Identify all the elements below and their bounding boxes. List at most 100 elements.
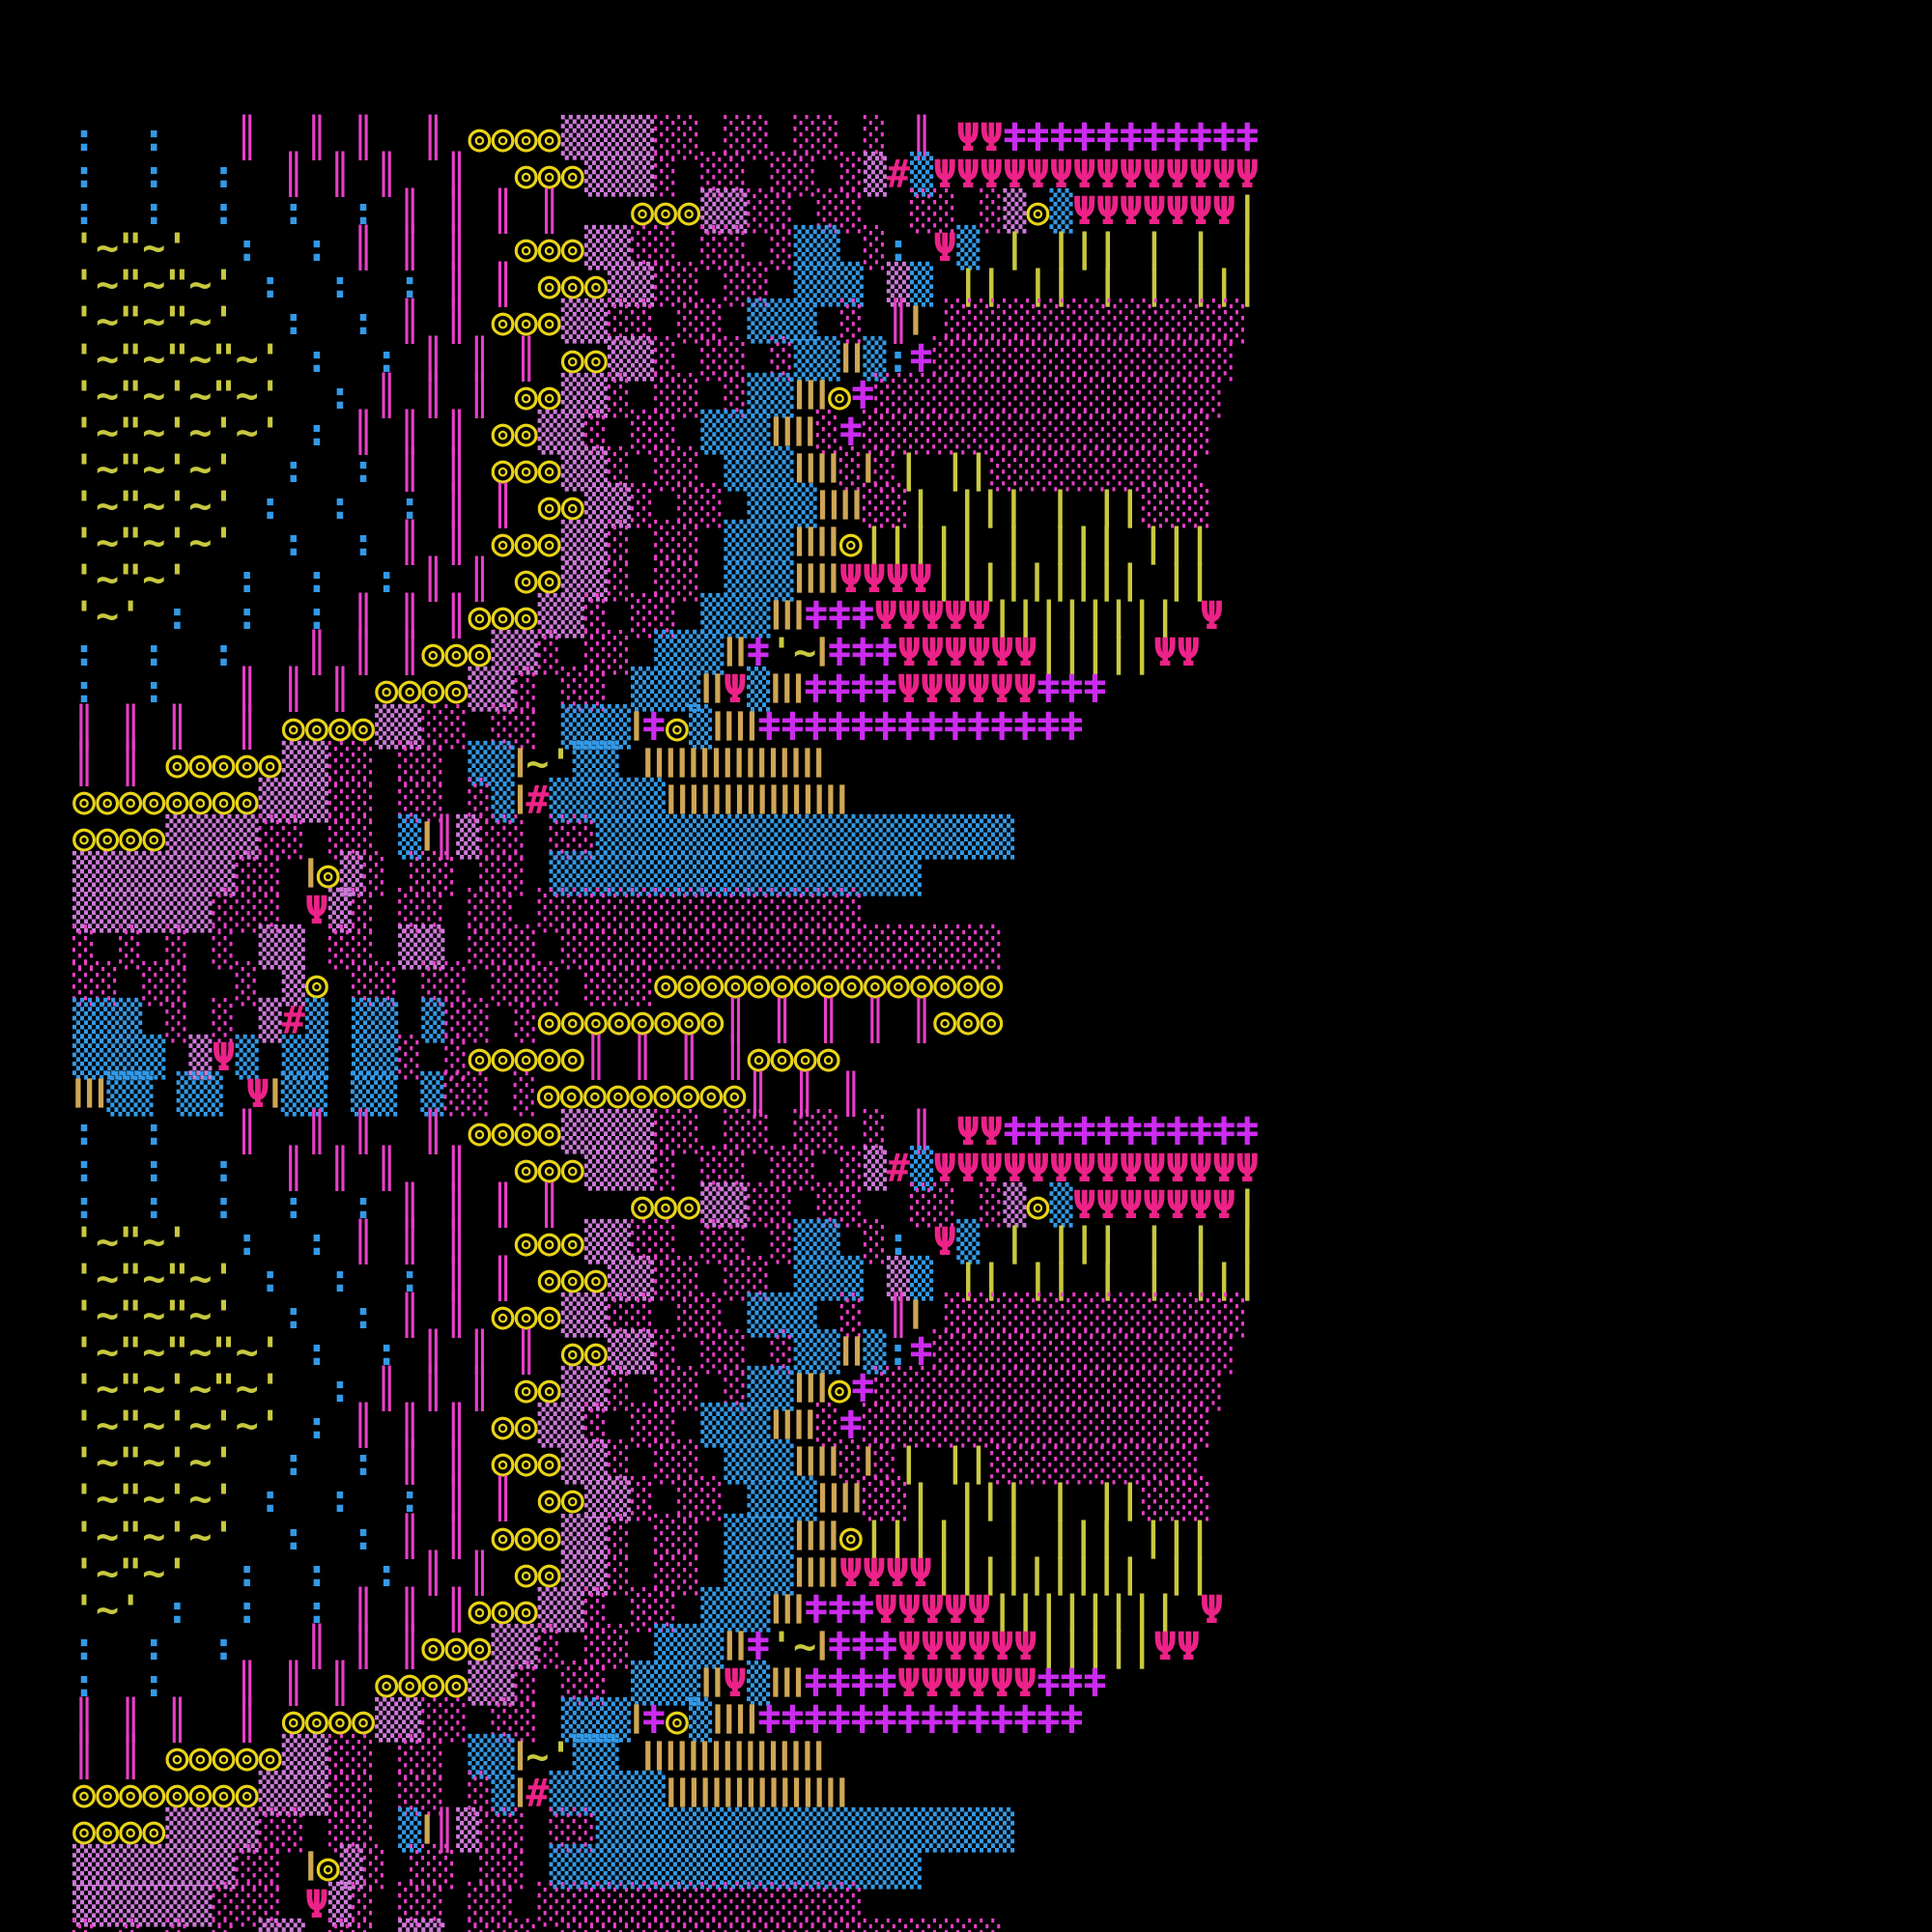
glyph-run-magenta: ░ ░░ [514,668,631,713]
glyph-run-magenta: ║ ║ ║ [188,1661,376,1706]
glyph-run-pink: ΨΨΨΨ [838,557,933,603]
ascii-art-row: : : ║ ║ ║ ║ ◎◎◎◎▒▒▒▒░░ ░░ ░░ ░ ║ ΨΨǂǂǂǂǂ… [72,119,1259,157]
glyph-run-orchid: ▒▒ [560,1440,608,1486]
glyph-run-tan: ⅠⅠⅠ [770,594,805,639]
glyph-run-magenta: ░ ░ [398,1036,469,1081]
glyph-run-magenta: ║ ║ ║ ║ [188,116,469,160]
glyph-run-orchid: ▒▒▒▒ [165,814,259,860]
glyph-run-orchid: ▒ [339,1845,363,1890]
glyph-run-orchid: ▒ [281,962,305,1008]
glyph-run-olive: | || [896,1440,991,1486]
glyph-run-blue: ▒ [910,1146,934,1191]
glyph-run-tan: ⅠⅠ [839,1330,864,1376]
glyph-run-olive: ~' [526,1735,573,1780]
ascii-art-row: '~"~'~"~' : ║ ║ ║ ◎◎▒▒░ ░░ ░▒▒ⅠⅠⅠ◎ǂ░░░░░… [72,1370,1259,1408]
ascii-art-row: ░ ░ ░ ░ ▒▒ ░░ ▒▒ ░░░ ░░░░░░░░░░░░░░░░░░░ [72,1922,1259,1932]
glyph-run-tan: ⅠⅠⅠ [770,1661,805,1706]
glyph-run-magenta: ░░░ ░░░░░░░░░░░░░░░░░░░ [444,1919,1003,1932]
glyph-run-orchid: ▒▒ [537,1587,584,1633]
glyph-run-tan: Ⅰ [421,1808,434,1854]
glyph-run-blue: : : [281,336,422,382]
glyph-run-orchid: ▒▒ [491,631,538,676]
glyph-run-orchid: ▒ [886,1256,911,1301]
glyph-run-orchid: ▒▒ [583,226,631,271]
glyph-run-blue: ▒ [688,1698,713,1744]
glyph-run-olive: '~ [770,631,817,676]
glyph-run-magenta: ║ ║ [398,1440,492,1486]
glyph-run-magenta: ░ [815,410,839,455]
glyph-run-magenta: ░ ░ ░ ░ [72,1919,259,1932]
glyph-run-magenta: ░ ░░ [607,446,724,492]
glyph-run-blue: ▒▒▒ [724,446,794,492]
glyph-run-magenta: ░░░░░░░░░░░░░ [921,1293,1247,1338]
glyph-run-tan: ⅠⅠⅠⅠ [793,446,839,492]
ascii-art-row: '~"~'~' : : : ║ ║ ◎◎▒▒░ ░░ ▒▒▒ⅠⅠⅠⅠ░░| ||… [72,1480,1259,1519]
glyph-run-olive: '~"~'~' [72,446,236,492]
glyph-run-tan: ⅠⅠⅠⅠ [793,1550,839,1596]
glyph-run-violet: ǂ [838,410,863,455]
glyph-run-blue: : : [235,521,399,566]
glyph-run-violet: ǂ [909,1330,933,1376]
glyph-run-magenta: ░░░ [1141,483,1212,528]
glyph-run-violet: ǂǂǂ [827,1624,898,1669]
glyph-run-yellow: ◎ [1026,1182,1050,1228]
glyph-run-olive: '~"~'~' [72,1477,236,1522]
ascii-art-row: ▒▒▒▒ ▒Ψ▒ ▒▒ ▒▒░ ░◎◎◎◎◎║ ║ ║ ║◎◎◎◎ [72,1038,1259,1077]
glyph-run-blue: ▒▒▒ [654,631,724,676]
glyph-run-pink: ΨΨΨΨΨΨΨΨΨΨΨΨΨΨ [933,153,1260,198]
glyph-run-magenta: ░ ░░ [583,410,701,455]
glyph-run-yellow: ◎ [838,1514,863,1559]
glyph-run-orchid: ▒▒▒ [583,1146,655,1191]
glyph-run-blue: : : : [235,1256,445,1301]
glyph-run-magenta: ░░ ░░ ░░ [654,1109,840,1154]
glyph-run-pink: ΨΨΨΨ [838,1550,933,1596]
glyph-run-blue: : : : [142,594,352,639]
glyph-run-violet: ǂ [641,1698,666,1744]
glyph-run-violet: ǂǂǂ [1037,668,1107,713]
glyph-run-magenta: ░░ ░░ [479,1808,596,1854]
glyph-run-violet: ǂǂǂ [804,594,875,639]
glyph-run-blue: ▒▒▒ [549,778,619,823]
ascii-art-row: '~"~"~' : : ║ ║ ◎◎◎▒▒░░ ░░ ▒▒▒ ░ ║Ⅰ ░░░░… [72,1296,1259,1335]
glyph-run-blue: ▒▒ [572,1735,619,1780]
glyph-run-yellow: ◎◎◎◎ [468,1109,561,1154]
glyph-run-tan: ⅠⅠⅠ [72,1072,107,1118]
ascii-art-row: ▒▒▒▒▒▒▒░░ Ⅰ◎▒░ ░░ ░░ ▒▒▒▒▒▒▒▒▒▒▒▒▒▒▒▒ [72,855,1259,894]
glyph-run-magenta: ░ ░░ ░░ [362,1845,550,1890]
glyph-run-violet: ǂǂǂǂ [804,1661,897,1706]
glyph-run-magenta: ░ ░░ ░ [654,336,794,382]
glyph-run-yellow: ◎◎ [514,557,561,603]
glyph-run-yellow: ◎◎◎◎◎ [468,1036,584,1081]
glyph-run-magenta: ░ ░░ [631,483,748,528]
glyph-run-blue: : [281,1404,352,1449]
glyph-run-orchid: ▒ [863,1146,887,1191]
glyph-run-orchid: ▒ [188,1036,213,1081]
glyph-run-orchid: ▒▒ [560,373,608,418]
glyph-run-orchid: ▒▒ [560,1514,608,1559]
glyph-run-yellow: ◎◎◎ [491,1514,561,1559]
glyph-run-pink: Ψ [304,888,328,933]
glyph-run-magenta: ░░ [862,483,910,528]
glyph-run-blue: ▒▒▒ [747,483,817,528]
glyph-run-blue: ▒▒▒ [747,1477,817,1522]
glyph-run-tan: Ⅰ [631,704,642,750]
glyph-run-olive: ||||| | ||| ||| [862,1514,1212,1559]
glyph-run-yellow: ◎◎◎◎ [375,1661,469,1706]
glyph-run-pink: ΨΨΨΨΨΨΨΨΨΨΨΨΨΨ [933,1146,1260,1191]
glyph-run-pink: ΨΨΨΨΨ [874,1587,991,1633]
glyph-run-pink: ΨΨΨΨΨΨ [897,631,1037,676]
glyph-run-tan: ⅠⅠⅠ [770,1587,805,1633]
glyph-run-olive: '~"~"~' [72,1293,236,1338]
glyph-run-magenta: ░░ ░░ [327,741,469,786]
ascii-art-row: ▒▒▒▒▒▒░░░ Ψ▒░ ░░ ░░ ░░░░░░░░░░░░░░ [72,1886,1259,1924]
glyph-run-violet: ǂǂǂǂ [804,668,897,713]
glyph-run-blue: ▒▒▒ [560,1698,631,1744]
glyph-run-pink: ΨΨΨΨΨΨΨ [1072,189,1236,235]
glyph-run-yellow: ◎◎ [491,1367,561,1412]
glyph-run-orchid: ▒▒ [259,1919,305,1932]
glyph-run-orchid: ▒▒ [258,925,305,971]
glyph-run-blue: ▒▒▒ [747,299,817,345]
glyph-run-magenta: ░ [839,226,887,271]
glyph-run-tan: Ⅰ [816,1624,828,1669]
glyph-run-yellow: ◎◎ [514,1550,561,1596]
